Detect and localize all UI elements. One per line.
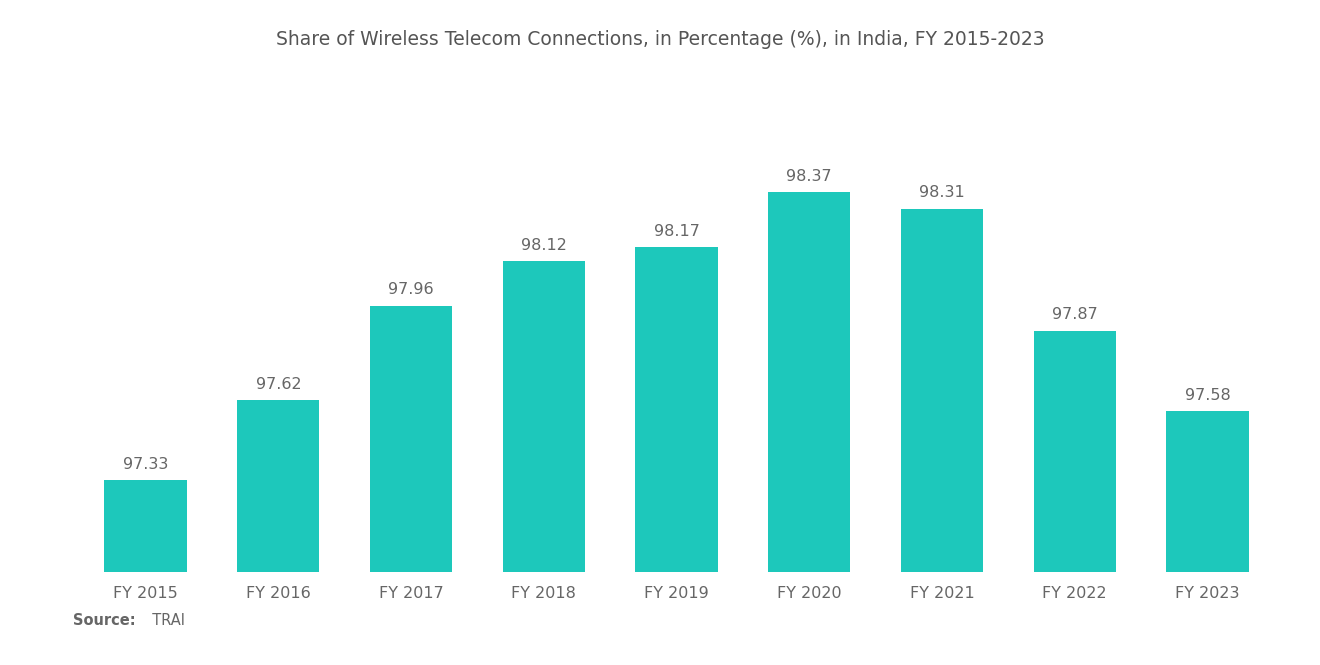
Bar: [238, 400, 319, 572]
Bar: [1167, 411, 1249, 572]
Text: 97.96: 97.96: [388, 282, 434, 297]
Text: 98.31: 98.31: [919, 185, 965, 200]
Text: 98.12: 98.12: [521, 238, 566, 253]
Text: 97.33: 97.33: [123, 457, 168, 472]
Bar: [635, 247, 718, 572]
Bar: [900, 209, 983, 572]
Text: 97.87: 97.87: [1052, 307, 1097, 323]
Bar: [1034, 331, 1115, 572]
Text: Source:: Source:: [73, 613, 135, 628]
Text: TRAI: TRAI: [143, 613, 185, 628]
Text: Share of Wireless Telecom Connections, in Percentage (%), in India, FY 2015-2023: Share of Wireless Telecom Connections, i…: [276, 30, 1044, 49]
Bar: [503, 261, 585, 572]
Bar: [768, 192, 850, 572]
Text: 98.17: 98.17: [653, 224, 700, 239]
Bar: [104, 480, 186, 572]
Text: 98.37: 98.37: [787, 168, 832, 184]
Text: 97.62: 97.62: [256, 376, 301, 392]
Text: 97.58: 97.58: [1184, 388, 1230, 403]
Bar: [370, 306, 453, 572]
